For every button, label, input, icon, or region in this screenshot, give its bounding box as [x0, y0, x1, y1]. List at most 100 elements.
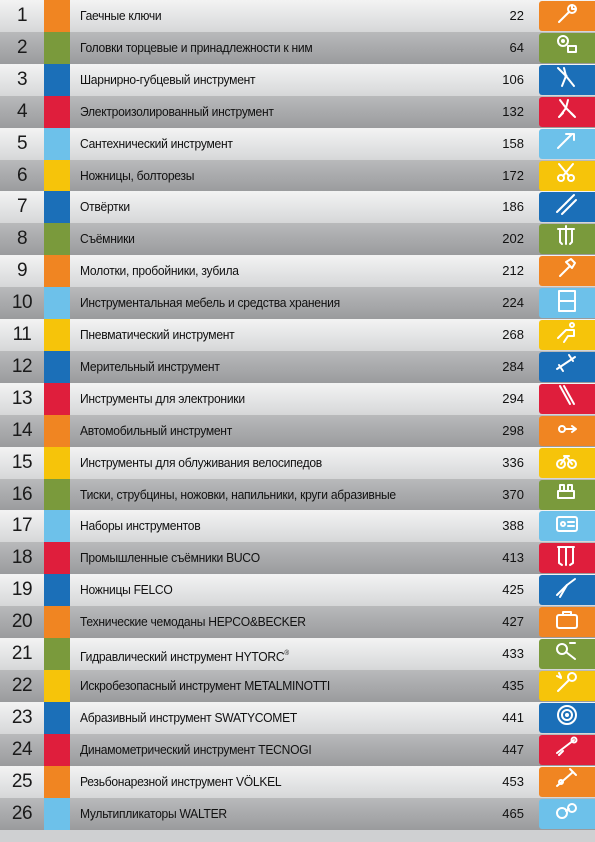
section-title[interactable]: Промышленные съёмники BUCO: [80, 542, 260, 574]
color-stripe: [44, 414, 70, 447]
section-tab[interactable]: [539, 415, 595, 446]
section-tab[interactable]: [539, 128, 595, 159]
toc-row[interactable]: 23 Абразивный инструмент SWATYCOMET 441: [0, 701, 595, 734]
section-tab[interactable]: [539, 639, 595, 669]
toc-row[interactable]: 17 Наборы инструментов 388: [0, 510, 595, 543]
toc-row[interactable]: 18 Промышленные съёмники BUCO 413: [0, 542, 595, 575]
toc-row[interactable]: 12 Мерительный инструмент 284: [0, 350, 595, 383]
section-tab[interactable]: [539, 543, 595, 574]
air-tool-icon: [554, 320, 580, 351]
section-title[interactable]: Головки торцевые и принадлежности к ним: [80, 32, 313, 64]
section-tab[interactable]: [539, 607, 595, 638]
section-tab[interactable]: [539, 670, 595, 701]
page-number: 294: [502, 390, 524, 406]
section-title-text: Инструментальная мебель и средства хране…: [80, 295, 340, 311]
page-number: 212: [502, 263, 524, 279]
insulated-pliers-icon: [554, 96, 580, 127]
section-title[interactable]: Съёмники: [80, 223, 135, 255]
section-number: 4: [16, 100, 28, 122]
section-title[interactable]: Автомобильный инструмент: [80, 415, 232, 447]
toc-row[interactable]: 20 Технические чемоданы HEPCO&BECKER 427: [0, 606, 595, 639]
section-tab[interactable]: [539, 288, 595, 319]
toc-row[interactable]: 26 Мультипликаторы WALTER 465: [0, 797, 595, 830]
section-title[interactable]: Инструменты для облуживания велосипедов: [80, 447, 322, 479]
section-tab[interactable]: [539, 64, 595, 95]
section-tab[interactable]: [539, 351, 595, 382]
section-title[interactable]: Мерительный инструмент: [80, 351, 220, 383]
section-tab[interactable]: [539, 447, 595, 478]
section-title[interactable]: Электроизолированный инструмент: [80, 96, 274, 128]
section-tab[interactable]: [539, 256, 595, 287]
section-title[interactable]: Гидравлический инструмент HYTORC®: [80, 638, 289, 670]
vise-icon: [554, 479, 580, 510]
section-title[interactable]: Гаечные ключи: [80, 0, 162, 32]
section-title[interactable]: Динамометрический инструмент TECNOGI: [80, 734, 312, 766]
section-tab[interactable]: [539, 511, 595, 542]
section-tab[interactable]: [539, 479, 595, 510]
section-tab[interactable]: [539, 1, 595, 31]
abrasive-disc-icon: [554, 702, 580, 733]
toc-row[interactable]: 3 Шарнирно-губцевый инструмент 106: [0, 63, 595, 96]
section-tab[interactable]: [539, 575, 595, 606]
section-tab[interactable]: [539, 702, 595, 733]
section-tab[interactable]: [539, 192, 595, 223]
section-title-text: Инструменты для облуживания велосипедов: [80, 454, 322, 470]
toc-row[interactable]: 5 Сантехнический инструмент 158: [0, 127, 595, 160]
section-title[interactable]: Ножницы FELCO: [80, 574, 173, 606]
section-tab[interactable]: [539, 96, 595, 127]
toc-row[interactable]: 10 Инструментальная мебель и средства хра…: [0, 287, 595, 320]
toc-row[interactable]: 9 Молотки, пробойники, зубила 212: [0, 255, 595, 288]
toc-row[interactable]: 2 Головки торцевые и принадлежности к ним…: [0, 31, 595, 64]
section-title-text: Мультипликаторы WALTER: [80, 805, 227, 821]
toc-row[interactable]: 6 Ножницы, болторезы 172: [0, 159, 595, 192]
section-title[interactable]: Мультипликаторы WALTER: [80, 798, 227, 830]
section-tab[interactable]: [539, 734, 595, 765]
section-number: 26: [11, 802, 33, 824]
section-number: 19: [11, 579, 33, 601]
section-tab[interactable]: [539, 160, 595, 191]
toc-row[interactable]: 21 Гидравлический инструмент HYTORC® 433: [0, 638, 595, 670]
toc-row[interactable]: 24 Динамометрический инструмент TECNOGI 44…: [0, 733, 595, 766]
socket-icon: [554, 32, 580, 63]
toc-row[interactable]: 11 Пневматический инструмент 268: [0, 319, 595, 351]
section-title[interactable]: Наборы инструментов: [80, 510, 201, 542]
toc-row[interactable]: 25 Резьбонарезной инструмент VÖLKEL 453: [0, 765, 595, 798]
section-title[interactable]: Искробезопасный инструмент METALMINOTTI: [80, 670, 330, 702]
section-title[interactable]: Абразивный инструмент SWATYCOMET: [80, 702, 297, 734]
section-tab[interactable]: [539, 383, 595, 414]
toc-row[interactable]: 14 Автомобильный инструмент 298: [0, 414, 595, 447]
toc-row[interactable]: 15 Инструменты для облуживания велосипедо…: [0, 446, 595, 479]
toc-row[interactable]: 7 Отвёртки 186: [0, 191, 595, 224]
toc-row[interactable]: 13 Инструменты для электроники 294: [0, 382, 595, 415]
section-title[interactable]: Инструментальная мебель и средства хране…: [80, 287, 340, 319]
section-tab[interactable]: [539, 224, 595, 255]
toc-row[interactable]: 8 Съёмники 202: [0, 223, 595, 256]
section-title[interactable]: Ножницы, болторезы: [80, 160, 194, 192]
color-stripe: [44, 223, 70, 256]
section-tab[interactable]: [539, 766, 595, 797]
section-title[interactable]: Тиски, струбцины, ножовки, напильники, к…: [80, 479, 396, 511]
section-number: 24: [11, 738, 33, 760]
toc-row[interactable]: 22 Искробезопасный инструмент METALMINOTT…: [0, 669, 595, 702]
tool-case-icon: [554, 607, 580, 638]
toc-row[interactable]: 4 Электроизолированный инструмент 132: [0, 95, 595, 128]
toc-row[interactable]: 16 Тиски, струбцины, ножовки, напильники,…: [0, 478, 595, 511]
section-title[interactable]: Пневматический инструмент: [80, 319, 235, 351]
toc-row[interactable]: 1 Гаечные ключи 22: [0, 0, 595, 32]
section-title[interactable]: Технические чемоданы HEPCO&BECKER: [80, 606, 306, 638]
section-title[interactable]: Молотки, пробойники, зубила: [80, 255, 239, 287]
section-title-text: Резьбонарезной инструмент VÖLKEL: [80, 773, 282, 789]
section-number: 23: [11, 706, 33, 728]
section-title[interactable]: Шарнирно-губцевый инструмент: [80, 64, 256, 96]
section-title[interactable]: Сантехнический инструмент: [80, 128, 233, 160]
color-stripe: [44, 319, 70, 351]
section-tab[interactable]: [539, 798, 595, 829]
section-title[interactable]: Резьбонарезной инструмент VÖLKEL: [80, 766, 282, 798]
section-title[interactable]: Инструменты для электроники: [80, 383, 245, 415]
toc-row[interactable]: 19 Ножницы FELCO 425: [0, 574, 595, 607]
page-number: 453: [502, 773, 524, 789]
section-tab[interactable]: [539, 320, 595, 350]
color-stripe: [44, 95, 70, 128]
section-title[interactable]: Отвёртки: [80, 191, 130, 223]
section-tab[interactable]: [539, 32, 595, 63]
